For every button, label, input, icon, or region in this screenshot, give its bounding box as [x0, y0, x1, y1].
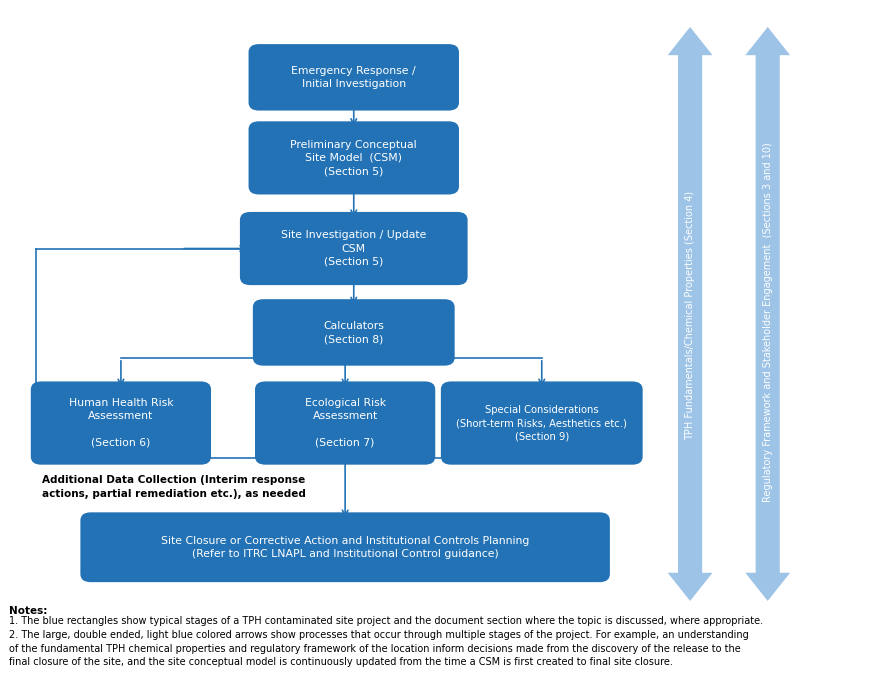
- FancyBboxPatch shape: [248, 44, 459, 110]
- Text: Notes:: Notes:: [9, 606, 48, 616]
- Text: Site Closure or Corrective Action and Institutional Controls Planning
(Refer to : Site Closure or Corrective Action and In…: [161, 536, 530, 559]
- FancyBboxPatch shape: [441, 382, 642, 464]
- Text: Emergency Response /
Initial Investigation: Emergency Response / Initial Investigati…: [291, 66, 416, 89]
- Polygon shape: [745, 27, 790, 601]
- Text: Additional Data Collection (Interim response
actions, partial remediation etc.),: Additional Data Collection (Interim resp…: [41, 475, 305, 499]
- Text: Human Health Risk
Assessment

(Section 6): Human Health Risk Assessment (Section 6): [69, 398, 173, 448]
- FancyBboxPatch shape: [80, 512, 610, 582]
- Text: Calculators
(Section 8): Calculators (Section 8): [323, 321, 385, 344]
- FancyBboxPatch shape: [240, 212, 467, 285]
- FancyBboxPatch shape: [255, 382, 436, 464]
- Text: 1. The blue rectangles show typical stages of a TPH contaminated site project an: 1. The blue rectangles show typical stag…: [9, 616, 763, 667]
- Polygon shape: [668, 27, 713, 601]
- Text: Regulatory Framework and Stakeholder Engagement  (Sections 3 and 10): Regulatory Framework and Stakeholder Eng…: [763, 142, 773, 502]
- Text: Special Considerations
(Short-term Risks, Aesthetics etc.)
(Section 9): Special Considerations (Short-term Risks…: [457, 405, 627, 441]
- FancyBboxPatch shape: [31, 382, 211, 464]
- FancyBboxPatch shape: [253, 299, 455, 366]
- Text: TPH Fundamentals/Chemical Properties (Section 4): TPH Fundamentals/Chemical Properties (Se…: [686, 191, 695, 440]
- Text: Preliminary Conceptual
Site Model  (CSM)
(Section 5): Preliminary Conceptual Site Model (CSM) …: [290, 140, 417, 176]
- Text: Ecological Risk
Assessment

(Section 7): Ecological Risk Assessment (Section 7): [304, 398, 385, 448]
- Text: Site Investigation / Update
CSM
(Section 5): Site Investigation / Update CSM (Section…: [281, 230, 427, 266]
- FancyBboxPatch shape: [248, 121, 459, 195]
